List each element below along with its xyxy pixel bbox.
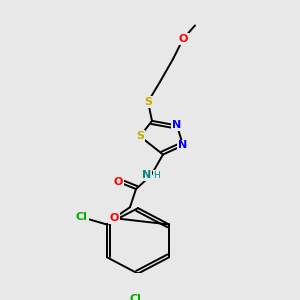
Text: O: O <box>178 34 188 44</box>
Text: N: N <box>172 120 182 130</box>
Text: Cl: Cl <box>129 294 141 300</box>
Text: O: O <box>109 213 119 223</box>
Text: N: N <box>178 140 188 150</box>
Text: O: O <box>113 177 123 187</box>
Text: N: N <box>142 170 151 180</box>
Text: Cl: Cl <box>76 212 88 222</box>
Text: S: S <box>136 131 144 141</box>
Text: H: H <box>153 171 160 180</box>
Text: S: S <box>144 97 152 107</box>
